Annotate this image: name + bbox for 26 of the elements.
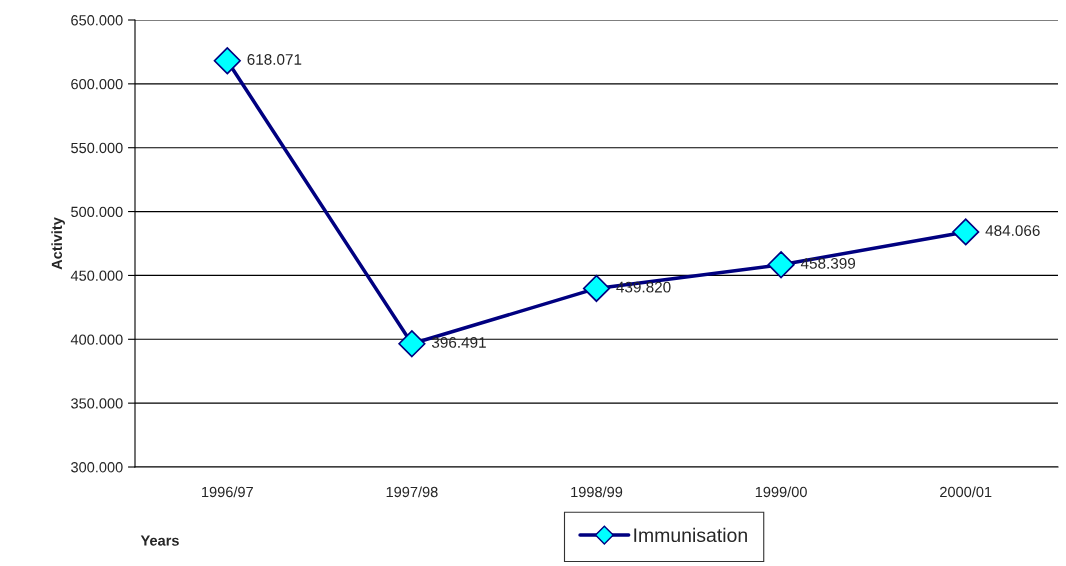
y-tick-label: 550.000 <box>71 142 123 154</box>
point <box>398 330 426 358</box>
data-label: 484.066 <box>985 225 1040 237</box>
x-tick-label: 1999/00 <box>755 486 807 498</box>
point <box>952 218 980 246</box>
legend-label: Immunisation <box>634 527 747 543</box>
data-label: 439.820 <box>616 281 671 293</box>
x-axis-title: Years <box>140 535 179 546</box>
x-tick-label: 1997/98 <box>386 486 438 498</box>
data-label: 396.491 <box>431 337 486 348</box>
y-tick-label: 500.000 <box>71 206 123 217</box>
y-tick-label: 350.000 <box>71 398 123 409</box>
y-tick-label: 400.000 <box>70 334 123 345</box>
y-tick-label: 600.000 <box>71 78 123 90</box>
data-label: 458.399 <box>800 257 856 269</box>
x-tick-label: 1996/97 <box>202 486 253 498</box>
y-axis-title: Activity <box>51 217 65 270</box>
data-label: 618.071 <box>247 54 302 65</box>
y-tick-label: 300.000 <box>71 462 123 473</box>
x-tick-label: 1998/99 <box>571 486 623 498</box>
point <box>582 274 611 303</box>
point <box>767 251 795 279</box>
point <box>213 47 241 75</box>
y-tick-label: 650.000 <box>71 15 123 26</box>
y-tick-label: 450.000 <box>70 270 123 281</box>
x-tick-label: 2000/01 <box>940 486 992 498</box>
